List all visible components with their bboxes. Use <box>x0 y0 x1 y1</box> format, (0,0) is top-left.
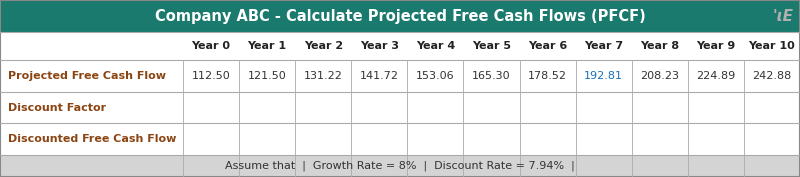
Bar <box>0 61 800 92</box>
Text: Year 10: Year 10 <box>749 41 795 52</box>
Text: Discounted Free Cash Flow: Discounted Free Cash Flow <box>8 134 176 144</box>
Bar <box>0 155 800 177</box>
Text: Year 9: Year 9 <box>696 41 735 52</box>
Text: 141.72: 141.72 <box>360 71 399 81</box>
Text: Assume that  |  Growth Rate = 8%  |  Discount Rate = 7.94%  |: Assume that | Growth Rate = 8% | Discoun… <box>225 161 575 171</box>
Text: Company ABC - Calculate Projected Free Cash Flows (PFCF): Company ABC - Calculate Projected Free C… <box>154 9 646 24</box>
Text: 112.50: 112.50 <box>192 71 230 81</box>
Text: Year 0: Year 0 <box>191 41 230 52</box>
Text: Year 4: Year 4 <box>416 41 455 52</box>
Bar <box>0 92 800 123</box>
Text: 153.06: 153.06 <box>416 71 454 81</box>
Text: Year 8: Year 8 <box>640 41 679 52</box>
Text: 121.50: 121.50 <box>248 71 286 81</box>
Text: Year 2: Year 2 <box>304 41 342 52</box>
Text: Year 5: Year 5 <box>472 41 511 52</box>
Text: 131.22: 131.22 <box>304 71 342 81</box>
Text: 178.52: 178.52 <box>528 71 567 81</box>
Text: Year 1: Year 1 <box>247 41 286 52</box>
Text: 165.30: 165.30 <box>472 71 511 81</box>
Text: 224.89: 224.89 <box>696 71 735 81</box>
Text: 208.23: 208.23 <box>640 71 679 81</box>
Text: 'ιE: 'ιE <box>773 9 794 24</box>
Bar <box>0 0 800 33</box>
Text: 192.81: 192.81 <box>584 71 623 81</box>
Text: Year 3: Year 3 <box>360 41 399 52</box>
Text: Discount Factor: Discount Factor <box>8 102 106 113</box>
Bar <box>0 33 800 61</box>
Bar <box>0 123 800 155</box>
Text: Year 6: Year 6 <box>528 41 567 52</box>
Text: 242.88: 242.88 <box>752 71 791 81</box>
Text: Year 7: Year 7 <box>584 41 623 52</box>
Text: Projected Free Cash Flow: Projected Free Cash Flow <box>8 71 166 81</box>
